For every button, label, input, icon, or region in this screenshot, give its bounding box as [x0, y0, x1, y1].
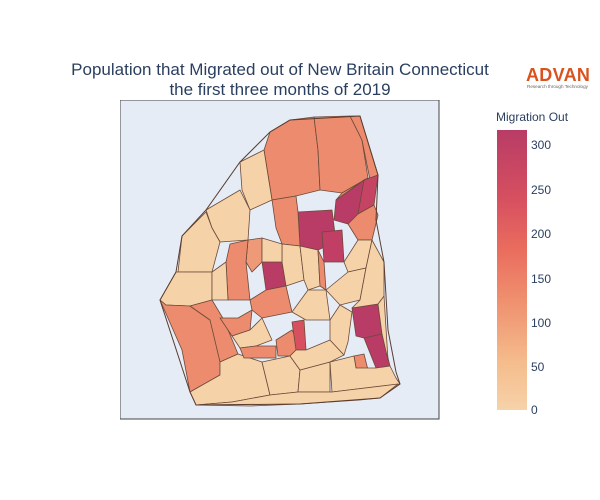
region[interactable]	[321, 229, 345, 263]
region[interactable]	[351, 239, 385, 309]
choropleth-map[interactable]	[120, 100, 440, 420]
region[interactable]	[299, 245, 321, 291]
colorbar-tick: 0	[531, 403, 538, 417]
chart-title-line-1: Population that Migrated out of New Brit…	[71, 60, 489, 79]
logo-tagline: Research through Technology	[527, 84, 588, 89]
region[interactable]	[329, 304, 353, 356]
logo-wordmark: ADVAN	[526, 65, 591, 85]
region[interactable]	[219, 309, 253, 337]
chart-title-line-2: the first three months of 2019	[169, 80, 391, 99]
colorbar-tick: 100	[531, 316, 552, 330]
colorbar-tick: 200	[531, 227, 552, 241]
colorbar-tick: 50	[531, 360, 545, 374]
chart-title: Population that Migrated out of New Brit…	[20, 60, 540, 100]
region[interactable]	[239, 345, 277, 359]
colorbar-tick: 250	[531, 183, 552, 197]
colorbar-title: Migration Out	[496, 110, 569, 124]
colorbar	[497, 130, 527, 410]
region[interactable]	[239, 149, 273, 211]
colorbar-tick: 150	[531, 272, 552, 286]
region[interactable]	[225, 239, 251, 301]
region[interactable]	[291, 289, 331, 321]
advan-logo: ADVAN Research through Technology	[526, 66, 596, 92]
colorbar-tick: 300	[531, 138, 552, 152]
region[interactable]	[335, 177, 369, 201]
city-boundary	[159, 115, 401, 406]
region[interactable]	[211, 261, 229, 301]
region[interactable]	[261, 237, 283, 263]
